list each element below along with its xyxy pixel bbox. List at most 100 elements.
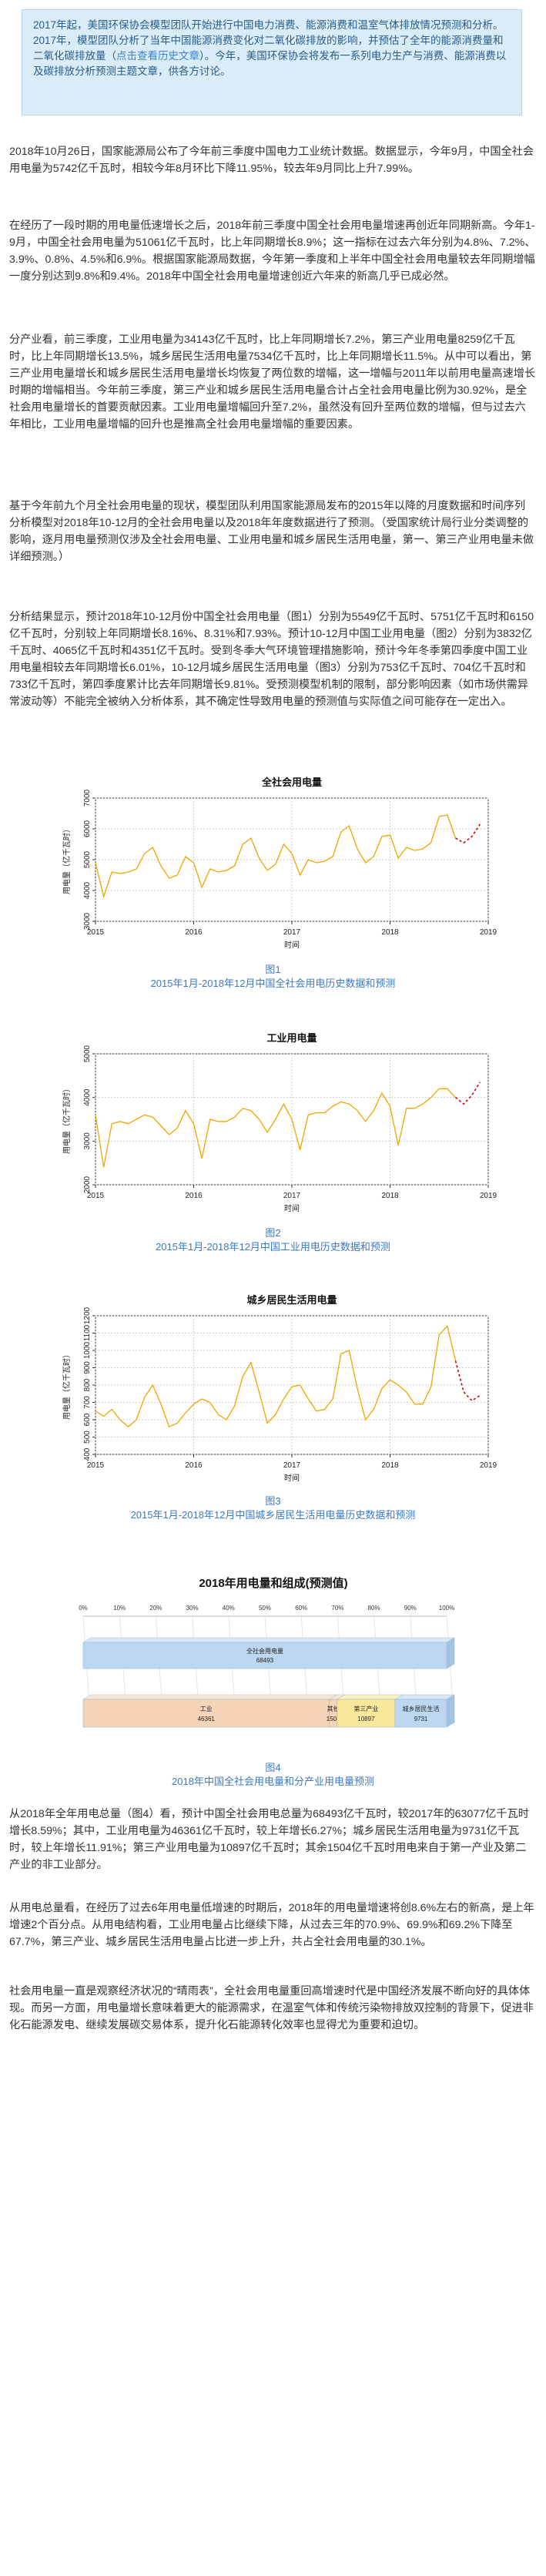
series-line-history [95,1088,456,1168]
segment-label: 其他 [327,1705,340,1712]
x-tick-label: 2016 [185,928,203,937]
y-tick-label: 6000 [83,820,92,837]
segment-value: 9731 [414,1716,428,1722]
figure-3-caption: 图3 2015年1月-2018年12月中国城乡居民生活用电量历史数据和预测 [0,1494,546,1522]
x-tick-label: 2018 [381,1461,399,1470]
x-axis-label: 时间 [284,1473,300,1483]
pct-tick-label: 60% [295,1605,307,1612]
series-line-forecast [455,1082,481,1105]
x-tick-label: 2017 [283,928,301,937]
figure-1-caption: 图1 2015年1月-2018年12月中国全社会用电历史数据和预测 [0,963,546,991]
y-tick-label: 1000 [83,1341,92,1359]
y-axis-label: 用电量（亿千瓦时） [62,1085,72,1154]
x-tick-label: 2016 [185,1192,203,1200]
bar-segment-1 [329,1699,338,1728]
figure-3-number: 图3 [265,1495,281,1507]
paragraph-4: 基于今年前九个月全社会用电量的现状，模型团队利用国家能源局发布的2015年以降的… [9,500,534,563]
chart-total-electricity: 全社会用电量 3000 4000 5000 6000 7000 2015 2016 2017 20… [42,770,504,955]
bar-segment-2 [337,1699,396,1728]
figure-2-title: 2015年1月-2018年12月中国工业用电历史数据和预测 [156,1241,390,1253]
figure-4-title: 2018年中国全社会用电量和分产业用电量预测 [172,1776,374,1787]
y-tick-label: 900 [83,1361,92,1374]
figure-2-number: 图2 [265,1227,281,1239]
y-tick-label: 700 [83,1396,92,1409]
x-tick-label: 2015 [87,1461,105,1470]
bar-segment-3-top [394,1694,455,1700]
x-tick-label: 2018 [381,928,399,937]
series-line-forecast [454,1360,481,1402]
bar-segment-0 [82,1699,330,1728]
bar-segment-0-top [82,1694,338,1700]
x-tick-label: 2015 [87,1192,105,1200]
series-line-history [95,814,457,899]
chart-title: 全社会用电量 [261,776,322,788]
chart-composition: 2018年用电量和组成(预测值) 0% 10% 20% 30% 40% 50% 60% 70% 8… [69,1571,477,1756]
paragraph-7: 从用电总量看，在经历了过去6年用电量低增速的时期后，2018年的用电量增速将创8… [9,1902,534,1948]
line-chart-industrial: 工业用电量 2000 3000 4000 5000 2015 2016 2017 2018 201… [62,1032,497,1213]
chart-title: 工业用电量 [266,1032,317,1044]
pct-tick-label: 100% [439,1605,454,1612]
bar-total [82,1642,447,1669]
y-tick-label: 400 [83,1447,92,1461]
y-tick-label: 3000 [83,1132,92,1150]
line-chart-total: 全社会用电量 3000 4000 5000 6000 7000 2015 2016 2017 20… [62,776,497,950]
bar-total-value: 68493 [256,1657,274,1664]
intro-text-2: ）。今年，美国环保协会将发布一系列电力生产与消费、能源消费以及碳排放分析预测主题… [33,50,507,77]
paragraph-1: 2018年10月26日，国家能源局公布了今年前三季度中国电力工业统计数据。数据显… [9,146,534,175]
figure-4-number: 图4 [265,1762,281,1773]
bar-segment-2-top [336,1694,404,1700]
bar-chart-composition: 2018年用电量和组成(预测值) 0% 10% 20% 30% 40% 50% 60% 70% 8… [79,1576,455,1728]
y-axis-label: 用电量（亿千瓦时） [62,825,72,894]
y-tick-label: 4000 [83,881,92,899]
pct-tick-label: 0% [79,1605,88,1612]
figure-1-title: 2015年1月-2018年12月中国全社会用电历史数据和预测 [150,978,396,989]
segment-label: 工业 [200,1705,213,1712]
x-tick-label: 2015 [87,928,105,937]
x-tick-label: 2017 [283,1461,301,1470]
x-tick-label: 2019 [480,1192,497,1200]
bar-chart-title: 2018年用电量和组成(预测值) [199,1576,347,1590]
x-tick-label: 2018 [381,1192,399,1200]
pct-tick-label: 40% [223,1605,235,1612]
bar-total-side [446,1637,455,1669]
segment-value: 1504 [327,1716,340,1722]
x-axis-label: 时间 [284,940,300,950]
figure-2-caption: 图2 2015年1月-2018年12月中国工业用电历史数据和预测 [0,1226,546,1254]
x-tick-label: 2017 [283,1192,301,1200]
bar-total-label: 全社会用电量 [246,1647,283,1655]
pct-tick-label: 10% [113,1605,126,1612]
series-line-forecast [455,823,481,844]
y-tick-label: 7000 [83,789,92,807]
y-tick-label: 3000 [83,912,92,930]
figure-4-caption: 图4 2018年中国全社会用电量和分产业用电量预测 [0,1761,546,1789]
paragraph-3: 分产业看，前三季度，工业用电量为34143亿千瓦时，比上年同期增长7.2%，第三… [9,334,536,431]
pct-tick-label: 20% [149,1605,162,1612]
paragraph-2: 在经历了一段时期的用电量低速增长之后，2018年前三季度中国全社会用电量增速再创… [9,220,536,283]
y-tick-label: 1200 [83,1306,92,1324]
bar-segment-3-side [446,1694,455,1728]
y-tick-label: 2000 [83,1176,92,1193]
intro-box: 2017年起，美国环保协会模型团队开始进行中国电力消费、能源消费和温室气体排放情… [22,9,522,116]
x-axis-label: 时间 [284,1203,300,1213]
bar-total-top [82,1637,455,1643]
intro-text-1: 2017年起，美国环保协会模型团队开始进行中国电力消费、能源消费和温室气体排放情… [33,19,504,62]
y-tick-label: 5000 [83,1045,92,1062]
y-tick-label: 4000 [83,1088,92,1106]
y-tick-label: 600 [83,1413,92,1426]
paragraph-5: 分析结果显示，预计2018年10-12月份中国全社会用电量（图1）分别为5549… [9,611,534,708]
chart-title: 城乡居民生活用电量 [246,1294,337,1306]
pct-tick-label: 80% [368,1605,380,1612]
bar-segment-3 [394,1699,447,1728]
y-tick-label: 800 [83,1378,92,1391]
chart-residential-electricity: 城乡居民生活用电量 400 500 600 700 800 900 1000 1100 1200 2… [42,1288,504,1488]
pct-tick-label: 70% [331,1605,343,1612]
chart-industrial-electricity: 工业用电量 2000 3000 4000 5000 2015 2016 2017 2018 201… [42,1026,504,1219]
history-articles-link[interactable]: 点击查看历史文章 [116,50,199,62]
figure-3-title: 2015年1月-2018年12月中国城乡居民生活用电量历史数据和预测 [130,1509,416,1521]
y-tick-label: 5000 [83,850,92,868]
x-tick-label: 2019 [480,928,497,937]
y-axis-label: 用电量（亿千瓦时） [62,1350,72,1420]
x-tick-label: 2019 [480,1461,497,1470]
pct-tick-label: 30% [186,1605,199,1612]
